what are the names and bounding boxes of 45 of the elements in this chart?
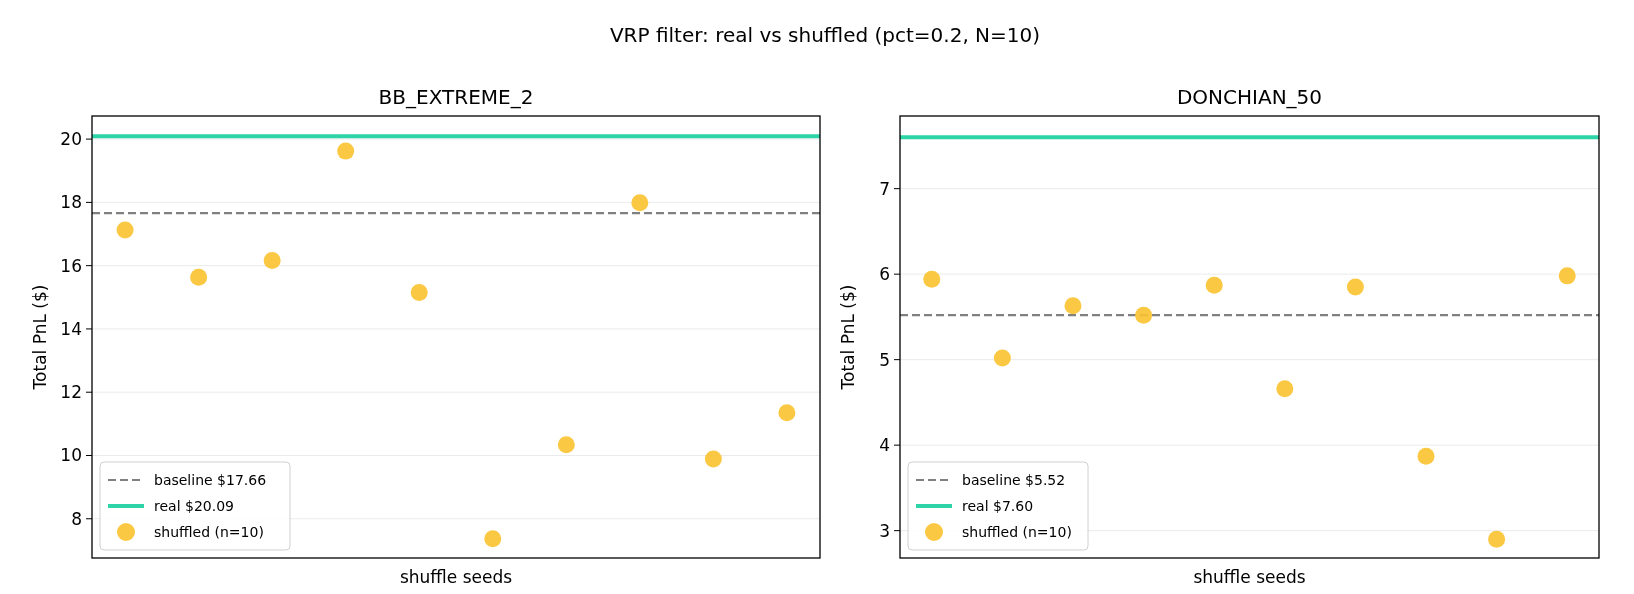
- point: [1417, 447, 1435, 465]
- point: [190, 268, 208, 286]
- point: [1135, 306, 1153, 324]
- point: [704, 450, 722, 468]
- y-tick-label: 20: [60, 129, 82, 150]
- chart-title: BB_EXTREME_2: [378, 85, 534, 109]
- y-tick-label: 3: [879, 520, 890, 541]
- y-tick-label: 14: [60, 318, 82, 339]
- point: [778, 404, 796, 422]
- y-axis-title: Total PnL ($): [30, 284, 50, 391]
- legend-label: baseline $17.66: [154, 471, 267, 488]
- y-tick-label: 5: [879, 349, 890, 370]
- y-tick-label: 10: [60, 445, 82, 466]
- y-tick-label: 7: [879, 178, 890, 199]
- legend-label: real $7.60: [962, 497, 1034, 514]
- point: [557, 436, 575, 454]
- point: [923, 270, 941, 288]
- point: [1346, 278, 1364, 296]
- legend-label: shuffled (n=10): [154, 523, 264, 540]
- y-tick-label: 12: [60, 382, 82, 403]
- point: [631, 194, 649, 212]
- y-tick-label: 18: [60, 192, 82, 213]
- legend-label: real $20.09: [154, 497, 234, 514]
- y-tick-label: 4: [879, 435, 890, 456]
- point: [1205, 276, 1223, 294]
- point: [410, 284, 428, 302]
- point: [1488, 530, 1506, 548]
- x-axis-title: shuffle seeds: [1193, 567, 1306, 587]
- x-axis-title: shuffle seeds: [399, 567, 513, 587]
- point: [1558, 267, 1576, 285]
- y-tick-label: 8: [71, 508, 82, 529]
- point: [1276, 380, 1294, 398]
- point: [484, 530, 502, 548]
- text: VRP filter: real vs shuffled (pct=0.2, N=10): [609, 23, 1041, 47]
- point: [116, 221, 134, 239]
- y-tick-label: 16: [60, 255, 82, 276]
- chart-title: DONCHIAN_50: [1176, 85, 1323, 109]
- point: [993, 349, 1011, 367]
- point: [337, 142, 355, 160]
- legend-label: baseline $5.52: [962, 471, 1066, 488]
- point: [1064, 297, 1082, 315]
- y-axis-title: Total PnL ($): [838, 284, 858, 391]
- legend-label: shuffled (n=10): [962, 523, 1072, 540]
- point: [263, 252, 281, 270]
- y-tick-label: 6: [879, 264, 890, 285]
